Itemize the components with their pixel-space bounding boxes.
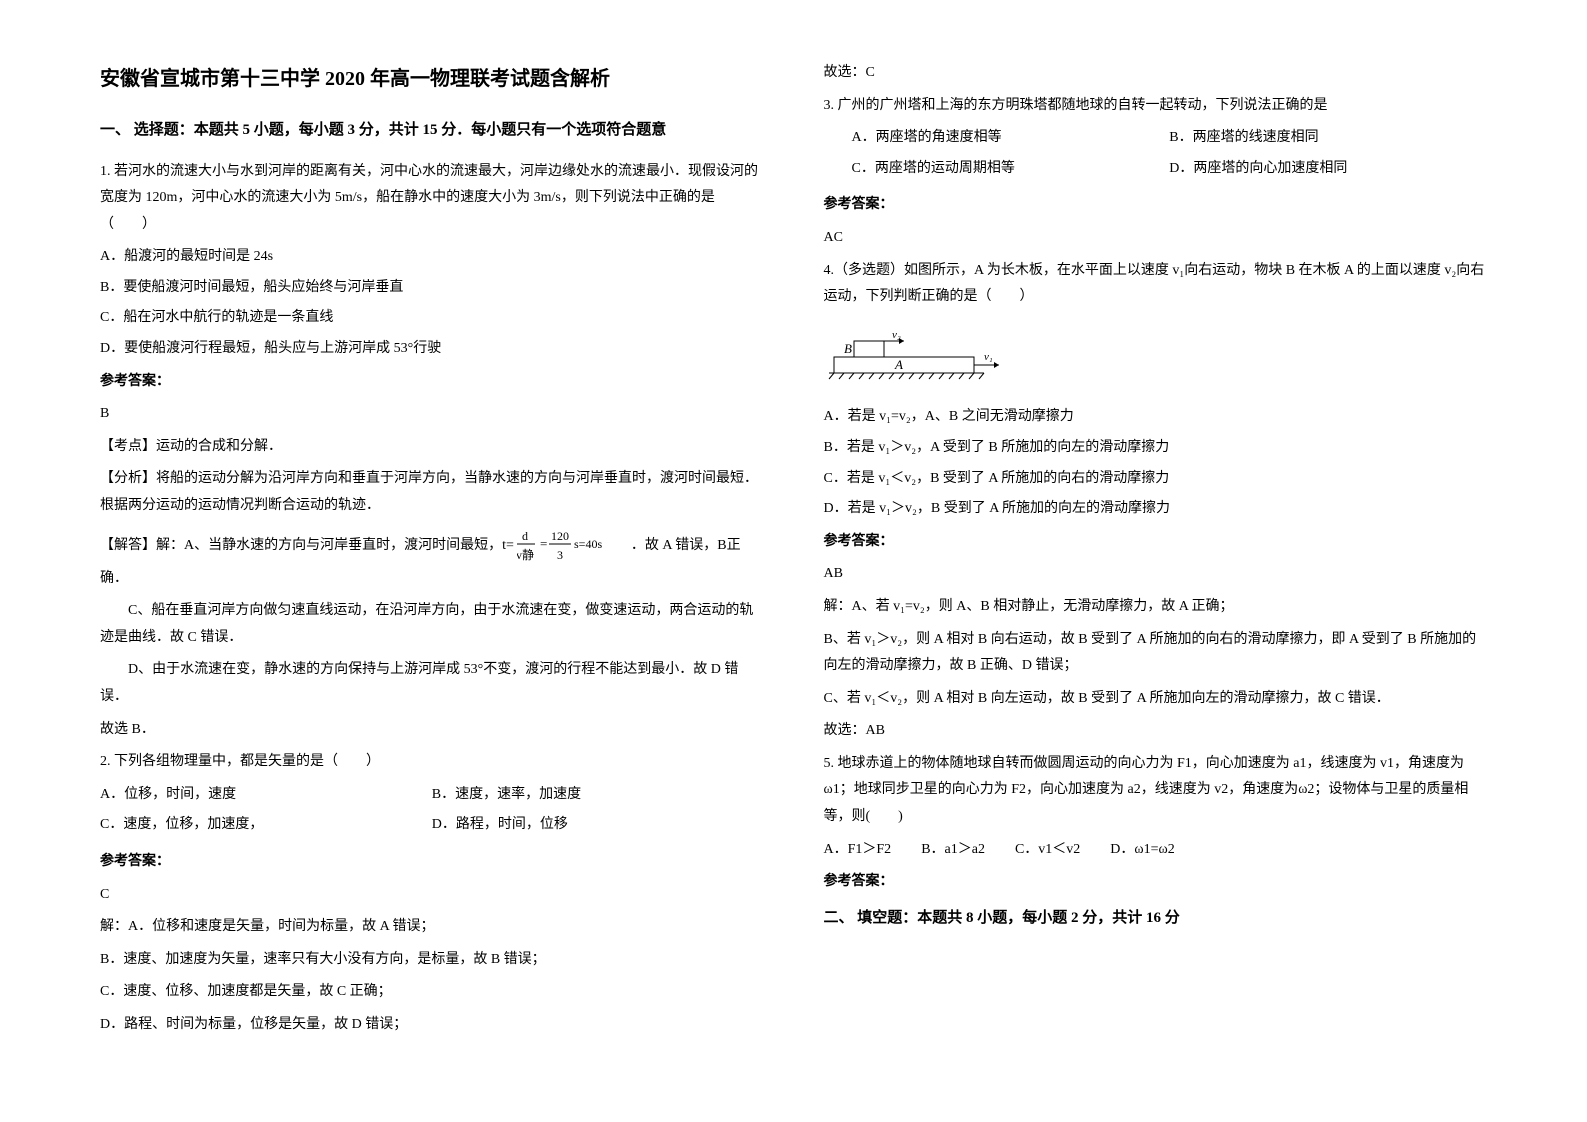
svg-text:A: A xyxy=(894,357,903,372)
q2-answer: C xyxy=(100,882,764,909)
q2-opt-b: B．速度，速率，加速度 xyxy=(432,782,764,809)
svg-text:v静: v静 xyxy=(517,548,534,562)
q3-options: A．两座塔的角速度相等 B．两座塔的线速度相同 C．两座塔的运动周期相等 D．两… xyxy=(824,125,1488,186)
right-column: 故选：C 3. 广州的广州塔和上海的东方明珠塔都随地球的自转一起转动，下列说法正… xyxy=(794,60,1508,1062)
q1-exp-1: 【分析】将船的运动分解为沿河岸方向和垂直于河岸方向，当静水速的方向与河岸垂直时，… xyxy=(100,466,764,519)
svg-text:=: = xyxy=(540,536,547,551)
fraction-formula: d v静 = 120 3 s=40s xyxy=(517,526,627,566)
q1-exp-2: 【解答】解：A、当静水速的方向与河岸垂直时，渡河时间最短，t= d v静 = 1… xyxy=(100,526,764,593)
q5-answer-label: 参考答案： xyxy=(824,869,1488,896)
q1-opt-c: C．船在河水中航行的轨迹是一条直线 xyxy=(100,305,764,332)
q1-exp-6: 故选 B． xyxy=(100,717,764,744)
q2-exp-2: C．速度、位移、加速度都是矢量，故 C 正确； xyxy=(100,979,764,1006)
q4-options: A．若是 v₁=v₂，A、B 之间无滑动摩擦力 B．若是 v₁＞v₂，A 受到了… xyxy=(824,404,1488,522)
svg-text:v₂: v₂ xyxy=(892,329,901,341)
svg-text:120: 120 xyxy=(551,529,569,543)
q1-exp-4: C、船在垂直河岸方向做匀速直线运动，在沿河岸方向，由于水流速在变，做变速运动，两… xyxy=(100,598,764,651)
q1-opt-b: B．要使船渡河时间最短，船头应始终与河岸垂直 xyxy=(100,275,764,302)
svg-text:3: 3 xyxy=(557,548,563,562)
q5-text: 5. 地球赤道上的物体随地球自转而做圆周运动的向心力为 F1，向心加速度为 a1… xyxy=(824,751,1488,831)
svg-text:B: B xyxy=(844,341,852,356)
svg-text:s=40s: s=40s xyxy=(574,537,602,551)
exam-title: 安徽省宣城市第十三中学 2020 年高一物理联考试题含解析 xyxy=(100,60,764,98)
section2-heading: 二、 填空题：本题共 8 小题，每小题 2 分，共计 16 分 xyxy=(824,904,1488,933)
q5-opt-c: C．v1＜v2 xyxy=(1015,837,1080,864)
q4-opt-d: D．若是 v₁＞v₂，B 受到了 A 所施加的向左的滑动摩擦力 xyxy=(824,496,1488,523)
q5-options: A．F1＞F2 B．a1＞a2 C．v1＜v2 D．ω1=ω2 xyxy=(824,837,1488,864)
q4-opt-c: C．若是 v₁＜v₂，B 受到了 A 所施加的向右的滑动摩擦力 xyxy=(824,466,1488,493)
q4-diagram: A B v₂ v₁ xyxy=(824,327,1014,382)
q3-text: 3. 广州的广州塔和上海的东方明珠塔都随地球的自转一起转动，下列说法正确的是 xyxy=(824,93,1488,120)
q2-exp-3: D．路程、时间为标量，位移是矢量，故 D 错误； xyxy=(100,1012,764,1039)
q2-opt-d: D．路程，时间，位移 xyxy=(432,812,764,839)
q4-opt-a: A．若是 v₁=v₂，A、B 之间无滑动摩擦力 xyxy=(824,404,1488,431)
q1-exp-5: D、由于水流速在变，静水速的方向保持与上游河岸成 53°不变，渡河的行程不能达到… xyxy=(100,657,764,710)
q1-opt-a: A．船渡河的最短时间是 24s xyxy=(100,244,764,271)
q4-answer-label: 参考答案： xyxy=(824,529,1488,556)
q1-options: A．船渡河的最短时间是 24s B．要使船渡河时间最短，船头应始终与河岸垂直 C… xyxy=(100,244,764,362)
q1-exp-0: 【考点】运动的合成和分解． xyxy=(100,434,764,461)
q2-options: A．位移，时间，速度 B．速度，速率，加速度 C．速度，位移，加速度， D．路程… xyxy=(100,782,764,843)
q4-exp-1: B、若 v₁＞v₂，则 A 相对 B 向右运动，故 B 受到了 A 所施加的向右… xyxy=(824,627,1488,680)
q2-exp-1: B．速度、加速度为矢量，速率只有大小没有方向，是标量，故 B 错误； xyxy=(100,947,764,974)
q1-opt-d: D．要使船渡河行程最短，船头应与上游河岸成 53°行驶 xyxy=(100,336,764,363)
q1-text: 1. 若河水的流速大小与水到河岸的距离有关，河中心水的流速最大，河岸边缘处水的流… xyxy=(100,159,764,239)
q3-opt-b: B．两座塔的线速度相同 xyxy=(1169,125,1487,152)
q2-answer-label: 参考答案： xyxy=(100,849,764,876)
q2-opt-c: C．速度，位移，加速度， xyxy=(100,812,432,839)
q2-opt-a: A．位移，时间，速度 xyxy=(100,782,432,809)
svg-text:v₁: v₁ xyxy=(984,351,993,363)
q4-exp-3: 故选：AB xyxy=(824,718,1488,745)
q3-opt-d: D．两座塔的向心加速度相同 xyxy=(1169,156,1487,183)
q3-opt-c: C．两座塔的运动周期相等 xyxy=(852,156,1170,183)
q2-end: 故选：C xyxy=(824,60,1488,87)
q4-opt-b: B．若是 v₁＞v₂，A 受到了 B 所施加的向左的滑动摩擦力 xyxy=(824,435,1488,462)
q1-explain: 【考点】运动的合成和分解． 【分析】将船的运动分解为沿河岸方向和垂直于河岸方向，… xyxy=(100,434,764,743)
q1-answer: B xyxy=(100,401,764,428)
q3-opt-a: A．两座塔的角速度相等 xyxy=(852,125,1170,152)
q4-explain: 解：A、若 v₁=v₂，则 A、B 相对静止，无滑动摩擦力，故 A 正确； B、… xyxy=(824,594,1488,745)
q1-answer-label: 参考答案： xyxy=(100,369,764,396)
q4-answer: AB xyxy=(824,561,1488,588)
left-column: 安徽省宣城市第十三中学 2020 年高一物理联考试题含解析 一、 选择题：本题共… xyxy=(80,60,794,1062)
q2-text: 2. 下列各组物理量中，都是矢量的是（ ） xyxy=(100,749,764,776)
q2-explain: 解：A．位移和速度是矢量，时间为标量，故 A 错误； B．速度、加速度为矢量，速… xyxy=(100,914,764,1038)
q3-answer-label: 参考答案： xyxy=(824,192,1488,219)
q3-answer: AC xyxy=(824,225,1488,252)
q2-exp-0: 解：A．位移和速度是矢量，时间为标量，故 A 错误； xyxy=(100,914,764,941)
q4-exp-2: C、若 v₁＜v₂，则 A 相对 B 向左运动，故 B 受到了 A 所施加向左的… xyxy=(824,686,1488,713)
svg-text:d: d xyxy=(522,529,528,543)
q5-opt-b: B．a1＞a2 xyxy=(921,837,985,864)
q4-text: 4.（多选题）如图所示，A 为长木板，在水平面上以速度 v₁向右运动，物块 B … xyxy=(824,258,1488,311)
q5-opt-a: A．F1＞F2 xyxy=(824,837,892,864)
section1-heading: 一、 选择题：本题共 5 小题，每小题 3 分，共计 15 分．每小题只有一个选… xyxy=(100,116,764,145)
q4-exp-0: 解：A、若 v₁=v₂，则 A、B 相对静止，无滑动摩擦力，故 A 正确； xyxy=(824,594,1488,621)
q5-opt-d: D．ω1=ω2 xyxy=(1110,837,1174,864)
